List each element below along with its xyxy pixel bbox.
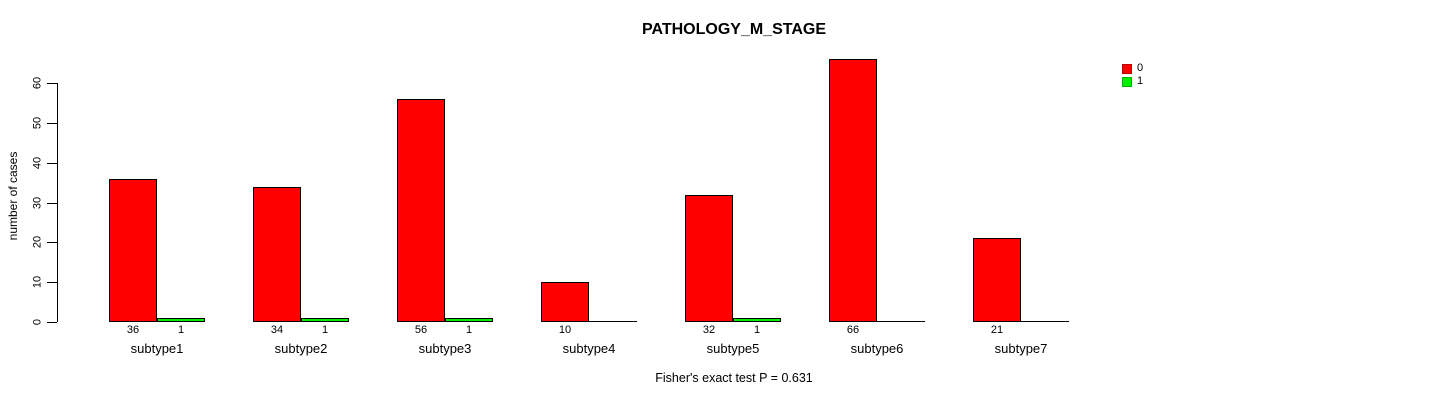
y-axis-tick-label: 20: [31, 235, 44, 249]
bar-value-label: 1: [321, 324, 329, 336]
category-label-subtype6: subtype6: [850, 341, 904, 356]
y-axis-tick: [47, 163, 57, 164]
bar-0-subtype6: [829, 59, 877, 322]
bar-1-subtype5: [733, 318, 781, 322]
bar-value-label: 1: [753, 324, 761, 336]
chart-title: PATHOLOGY_M_STAGE: [641, 21, 827, 38]
bar-value-label: 21: [990, 324, 1004, 336]
bar-0-subtype1: [109, 179, 157, 322]
y-axis-tick-label: 0: [31, 318, 44, 326]
bar-zero-1-subtype4: [589, 321, 637, 322]
y-axis-tick: [47, 203, 57, 204]
legend-item-0: 0: [1122, 62, 1143, 75]
category-label-subtype4: subtype4: [562, 341, 616, 356]
y-axis-tick: [47, 242, 57, 243]
category-label-subtype3: subtype3: [418, 341, 472, 356]
bar-value-label: 36: [126, 324, 140, 336]
bar-value-label: 32: [702, 324, 716, 336]
bar-0-subtype3: [397, 99, 445, 322]
bar-0-subtype2: [253, 187, 301, 322]
bar-1-subtype3: [445, 318, 493, 322]
y-axis-tick: [47, 123, 57, 124]
category-label-subtype7: subtype7: [994, 341, 1048, 356]
legend-swatch-icon: [1122, 63, 1132, 74]
bar-value-label: 1: [177, 324, 185, 336]
y-axis-tick: [47, 282, 57, 283]
bar-value-label: 34: [270, 324, 284, 336]
legend-item-1: 1: [1122, 75, 1143, 88]
bar-value-label: 1: [465, 324, 473, 336]
bar-0-subtype5: [685, 195, 733, 322]
category-label-subtype2: subtype2: [274, 341, 328, 356]
bar-1-subtype1: [157, 318, 205, 322]
bar-0-subtype7: [973, 238, 1021, 322]
bar-0-subtype4: [541, 282, 589, 322]
chart-caption: Fisher's exact test P = 0.631: [655, 371, 813, 385]
y-axis-tick: [47, 83, 57, 84]
bar-value-label: 56: [414, 324, 428, 336]
y-axis-tick-label: 50: [31, 116, 44, 130]
y-axis-tick-label: 60: [31, 76, 44, 90]
y-axis-line: [57, 83, 58, 322]
y-axis-tick: [47, 322, 57, 323]
legend-label: 1: [1137, 75, 1144, 87]
legend-label: 0: [1137, 62, 1144, 74]
legend-swatch-icon: [1122, 76, 1132, 87]
bar-value-label: 66: [846, 324, 860, 336]
bar-zero-1-subtype6: [877, 321, 925, 322]
y-axis-label: number of cases: [6, 151, 20, 241]
category-label-subtype5: subtype5: [706, 341, 760, 356]
y-axis-tick-label: 30: [31, 196, 44, 210]
bar-zero-1-subtype7: [1021, 321, 1069, 322]
bar-1-subtype2: [301, 318, 349, 322]
y-axis-tick-label: 10: [31, 275, 44, 289]
bar-value-label: 10: [558, 324, 572, 336]
category-label-subtype1: subtype1: [130, 341, 184, 356]
y-axis-tick-label: 40: [31, 156, 44, 170]
